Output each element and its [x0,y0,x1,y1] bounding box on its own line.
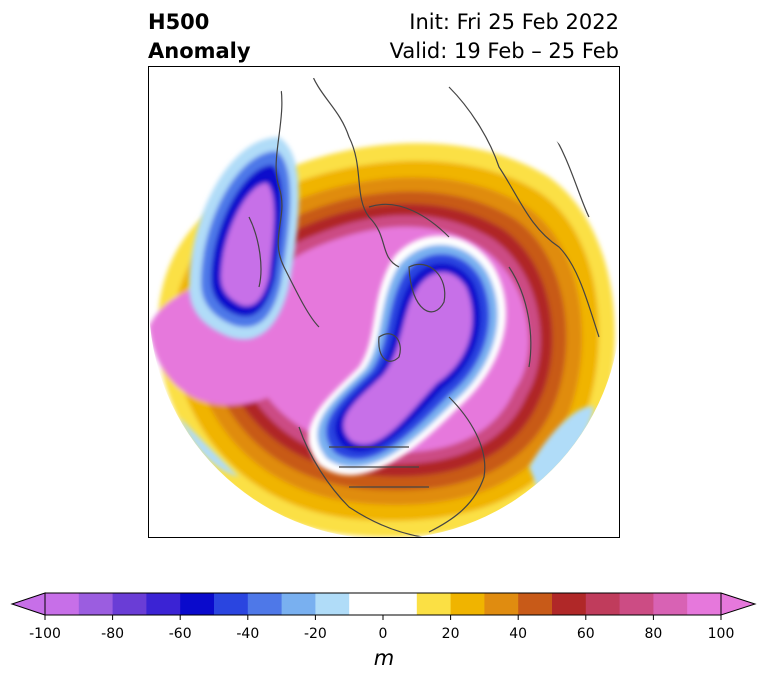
colorbar-bin [619,593,654,615]
colorbar-bin [585,593,621,615]
colorbar-tick-label: 20 [441,626,460,642]
colorbar-bin [450,593,485,615]
colorbar-bin [653,593,688,615]
colorbar-tick-label: -60 [168,626,192,642]
colorbar-ticks [44,615,722,620]
colorbar-tick-label: 40 [509,626,528,642]
colorbar-tick-label: -20 [303,626,327,642]
southwest-negative-patch [179,417,239,477]
colorbar-bin [484,593,519,615]
colorbar-extend-high [720,592,757,616]
colorbar-bin [180,593,215,615]
title-left: H500 Anomaly [148,8,251,66]
colorbar-bin [315,593,350,615]
west-negative-lobe [189,137,299,340]
colorbar-bin [247,593,283,615]
colorbar-tick-label: -100 [29,626,61,642]
east-negative-patch [529,406,594,492]
colorbar-bin [281,593,316,615]
colorbar-bins [45,593,722,615]
colorbar-bin [112,593,147,615]
colorbar-tick-label: 60 [576,626,595,642]
title-variable: H500 [148,10,210,34]
colorbar-unit: m [373,646,395,670]
colorbar-bin [383,593,418,615]
colorbar [10,592,757,620]
colorbar-tick-label: -80 [101,626,125,642]
init-time: Init: Fri 25 Feb 2022 [409,10,619,34]
colorbar-bin [687,593,722,615]
colorbar-tick-label: 100 [707,626,735,642]
title-field: Anomaly [148,39,251,63]
colorbar-bin [214,593,249,615]
colorbar-tick-label: 80 [644,626,663,642]
coastlines [248,67,600,537]
colorbar-bin [518,593,553,615]
colorbar-extend-low [10,592,46,616]
negative-anomaly-region [308,235,507,476]
map-panel [148,66,620,538]
colorbar-bin [416,593,452,615]
colorbar-bin [45,593,80,615]
colorbar-bin [78,593,114,615]
colorbar-bin [146,593,181,615]
colorbar-bin [552,593,587,615]
title-right: Init: Fri 25 Feb 2022 Valid: 19 Feb – 25… [390,8,619,66]
colorbar-bin [349,593,384,615]
colorbar-tick-label: -40 [236,626,260,642]
anomaly-map [149,67,615,537]
colorbar-tick-label: 0 [378,626,388,642]
valid-period: Valid: 19 Feb – 25 Feb [389,39,619,63]
